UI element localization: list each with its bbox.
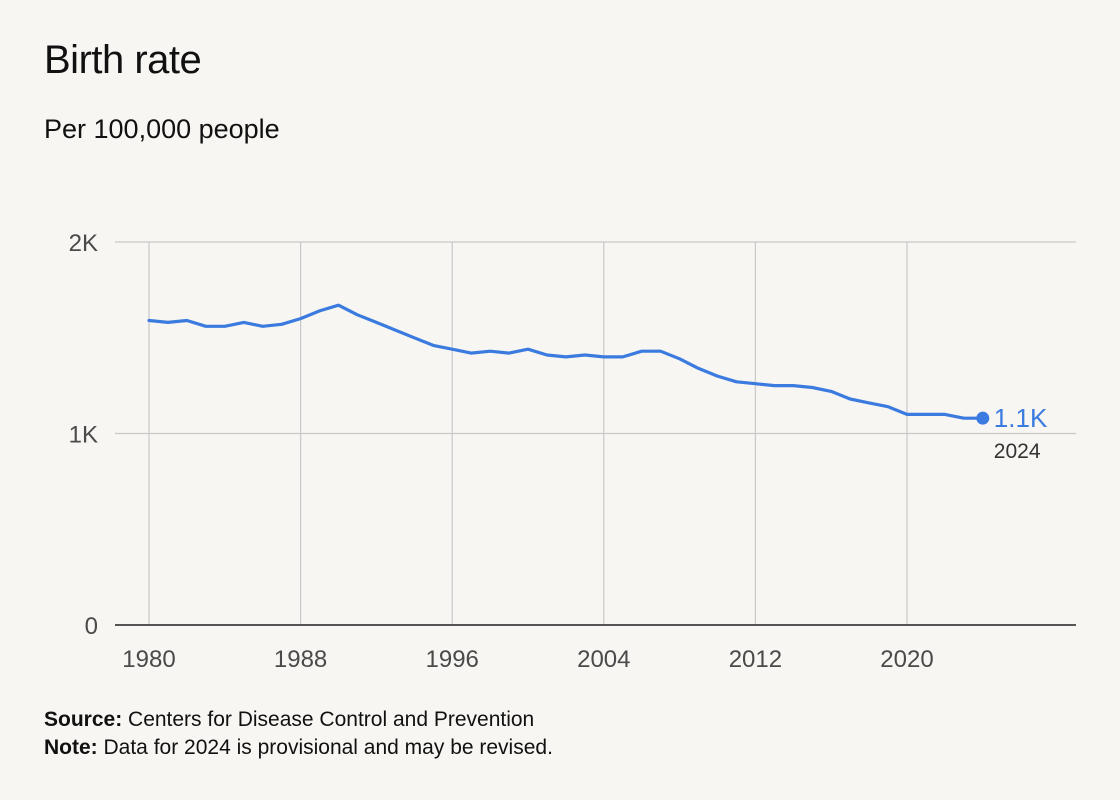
end-year-label: 2024 xyxy=(994,440,1041,463)
y-tick-label: 2K xyxy=(69,230,98,257)
chart-title: Birth rate xyxy=(44,38,202,82)
end-value-label: 1.1K xyxy=(994,403,1048,433)
series xyxy=(147,303,990,425)
x-tick-label: 2012 xyxy=(729,646,782,673)
note-text: Data for 2024 is provisional and may be … xyxy=(97,736,553,759)
grid xyxy=(115,241,1076,625)
chart-footer: Source: Centers for Disease Control and … xyxy=(44,706,553,762)
y-tick-label: 0 xyxy=(85,613,98,640)
x-tick-label: 2004 xyxy=(577,646,630,673)
y-tick-label: 1K xyxy=(69,422,98,449)
series-line xyxy=(147,303,985,420)
source-label: Source: xyxy=(44,708,123,731)
chart-subtitle: Per 100,000 people xyxy=(44,114,280,144)
x-tick-label: 1980 xyxy=(122,646,175,673)
source-line: Source: Centers for Disease Control and … xyxy=(44,706,553,734)
labels: 0 1K 2K 1980 1988 1996 2004 2012 2020 1.1K 2024 xyxy=(69,230,1048,673)
note-line: Note: Data for 2024 is provisional and m… xyxy=(44,734,553,762)
x-tick-label: 1988 xyxy=(274,646,327,673)
source-text: Centers for Disease Control and Preventi… xyxy=(122,708,535,731)
x-tick-label: 1996 xyxy=(426,646,479,673)
x-tick-label: 2020 xyxy=(880,646,933,673)
end-point-marker xyxy=(976,411,990,425)
note-label: Note: xyxy=(44,736,98,759)
